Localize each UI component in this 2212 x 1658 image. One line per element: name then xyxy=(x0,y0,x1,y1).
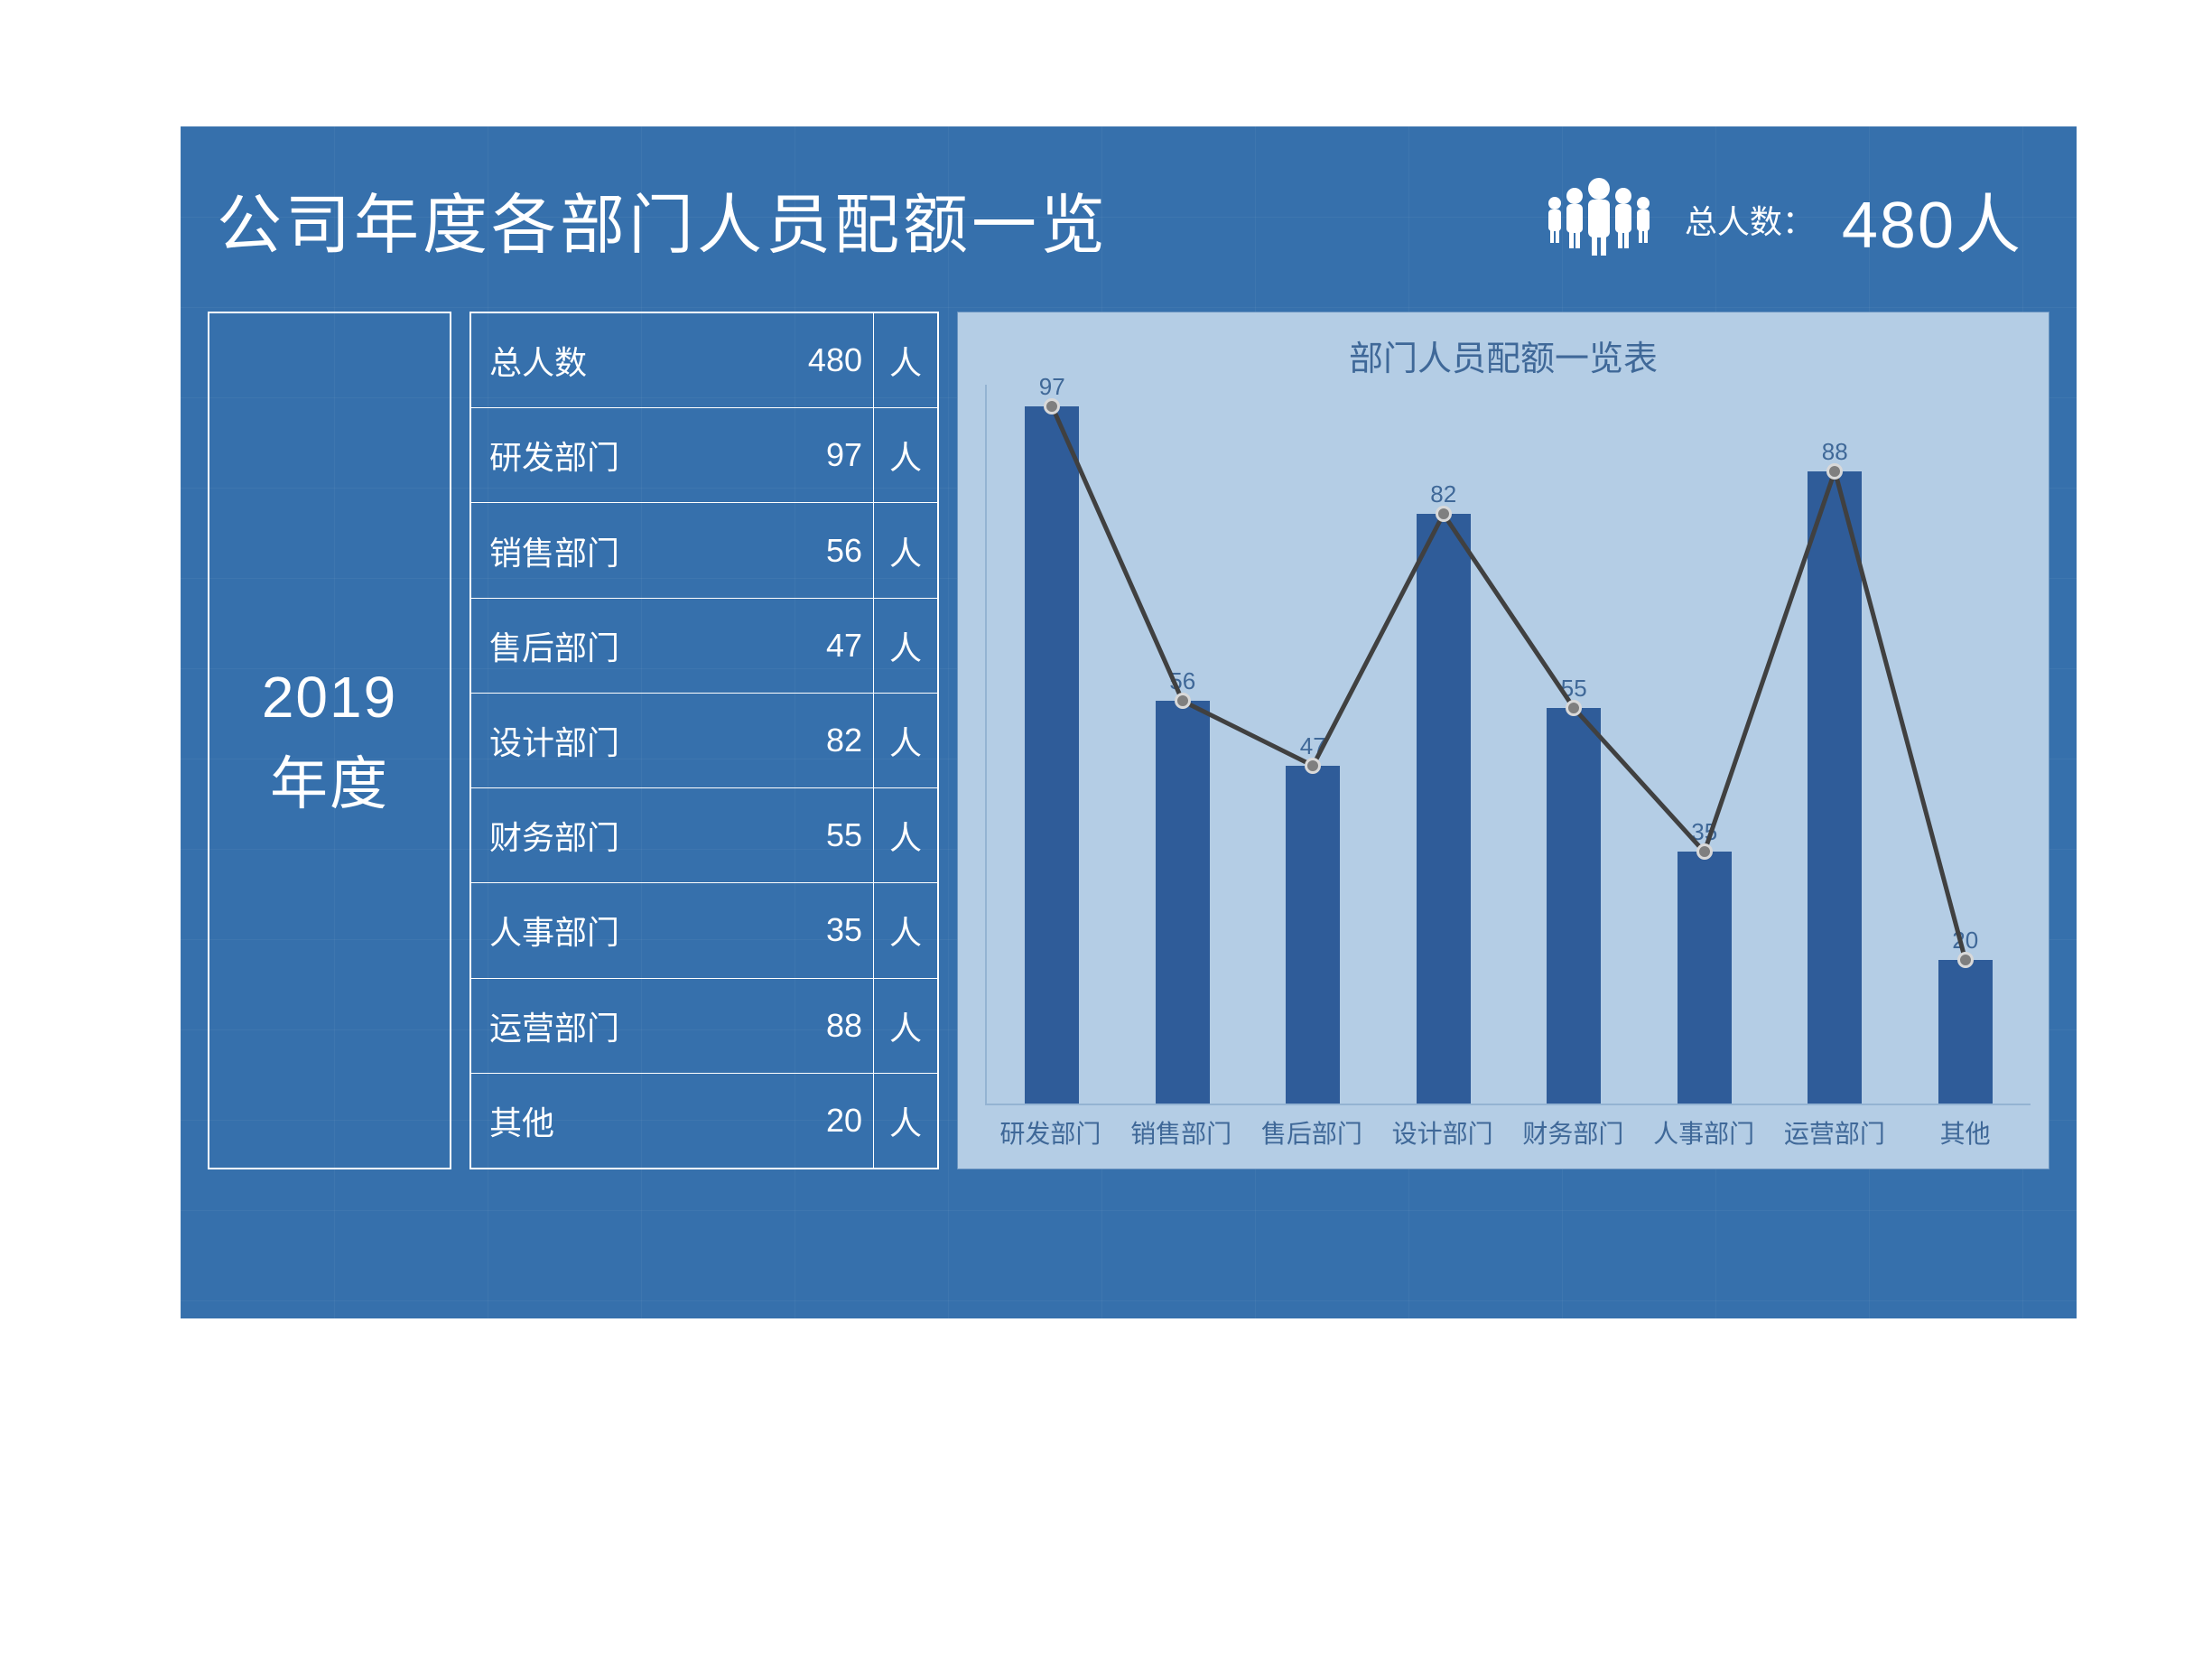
line-marker xyxy=(1696,843,1713,860)
cell-value: 47 xyxy=(766,599,874,693)
table-row: 研发部门97人 xyxy=(471,408,937,503)
plot-area: 9756478255358820 xyxy=(985,385,2031,1105)
x-label: 财务部门 xyxy=(1508,1114,1639,1150)
cell-unit: 人 xyxy=(874,883,937,977)
total-value: 480人 xyxy=(1842,172,2022,266)
cell-unit: 人 xyxy=(874,788,937,882)
line-marker xyxy=(1826,463,1843,480)
year-line2: 年度 xyxy=(270,751,389,816)
cell-label: 财务部门 xyxy=(471,788,766,882)
cell-unit: 人 xyxy=(874,979,937,1073)
x-label: 销售部门 xyxy=(1116,1114,1247,1150)
x-label: 研发部门 xyxy=(985,1114,1116,1150)
line-marker xyxy=(1436,506,1452,522)
cell-label: 销售部门 xyxy=(471,503,766,597)
total-block: 总人数： 480人 xyxy=(1540,172,2022,266)
cell-label: 人事部门 xyxy=(471,883,766,977)
cell-value: 82 xyxy=(766,694,874,787)
table-row: 其他20人 xyxy=(471,1074,937,1168)
table-row: 运营部门88人 xyxy=(471,979,937,1074)
x-label: 设计部门 xyxy=(1377,1114,1508,1150)
cell-value: 35 xyxy=(766,883,874,977)
table-row: 售后部门47人 xyxy=(471,599,937,694)
line-overlay xyxy=(987,385,2031,1104)
cell-label: 设计部门 xyxy=(471,694,766,787)
total-label: 总人数： xyxy=(1685,196,1815,243)
cell-value: 480 xyxy=(766,313,874,407)
x-axis-labels: 研发部门销售部门售后部门设计部门财务部门人事部门运营部门其他 xyxy=(985,1114,2031,1150)
cell-value: 55 xyxy=(766,788,874,882)
chart-box: 部门人员配额一览表 9756478255358820 研发部门销售部门售后部门设… xyxy=(957,312,2049,1169)
table-row: 设计部门82人 xyxy=(471,694,937,788)
line-marker xyxy=(1044,398,1060,414)
body: 2019 年度 总人数480人研发部门97人销售部门56人售后部门47人设计部门… xyxy=(208,312,2049,1169)
cell-label: 售后部门 xyxy=(471,599,766,693)
x-label: 售后部门 xyxy=(1247,1114,1378,1150)
cell-unit: 人 xyxy=(874,694,937,787)
cell-unit: 人 xyxy=(874,599,937,693)
x-label: 运营部门 xyxy=(1770,1114,1901,1150)
table-row: 人事部门35人 xyxy=(471,883,937,978)
people-group-icon xyxy=(1540,176,1658,262)
table-row: 财务部门55人 xyxy=(471,788,937,883)
line-marker xyxy=(1305,758,1321,774)
year-line1: 2019 xyxy=(262,665,397,730)
chart-title: 部门人员配额一览表 xyxy=(976,331,2031,380)
page-title: 公司年度各部门人员配额一览 xyxy=(217,172,1109,266)
cell-label: 研发部门 xyxy=(471,408,766,502)
line-marker xyxy=(1957,952,1974,968)
cell-label: 其他 xyxy=(471,1074,766,1168)
table-row: 销售部门56人 xyxy=(471,503,937,598)
cell-unit: 人 xyxy=(874,408,937,502)
cell-unit: 人 xyxy=(874,1074,937,1168)
cell-unit: 人 xyxy=(874,313,937,407)
x-label: 其他 xyxy=(1900,1114,2031,1150)
cell-label: 运营部门 xyxy=(471,979,766,1073)
year-text: 2019 年度 xyxy=(262,654,397,827)
year-box: 2019 年度 xyxy=(208,312,451,1169)
cell-label: 总人数 xyxy=(471,313,766,407)
trend-line xyxy=(1052,406,1966,960)
cell-value: 20 xyxy=(766,1074,874,1168)
cell-value: 56 xyxy=(766,503,874,597)
header: 公司年度各部门人员配额一览 xyxy=(208,154,2049,312)
line-marker xyxy=(1175,693,1191,709)
line-marker xyxy=(1566,700,1582,716)
table-row: 总人数480人 xyxy=(471,313,937,408)
cell-value: 88 xyxy=(766,979,874,1073)
dept-table: 总人数480人研发部门97人销售部门56人售后部门47人设计部门82人财务部门5… xyxy=(469,312,939,1169)
x-label: 人事部门 xyxy=(1639,1114,1770,1150)
dashboard: 公司年度各部门人员配额一览 xyxy=(181,126,2077,1318)
cell-unit: 人 xyxy=(874,503,937,597)
cell-value: 97 xyxy=(766,408,874,502)
